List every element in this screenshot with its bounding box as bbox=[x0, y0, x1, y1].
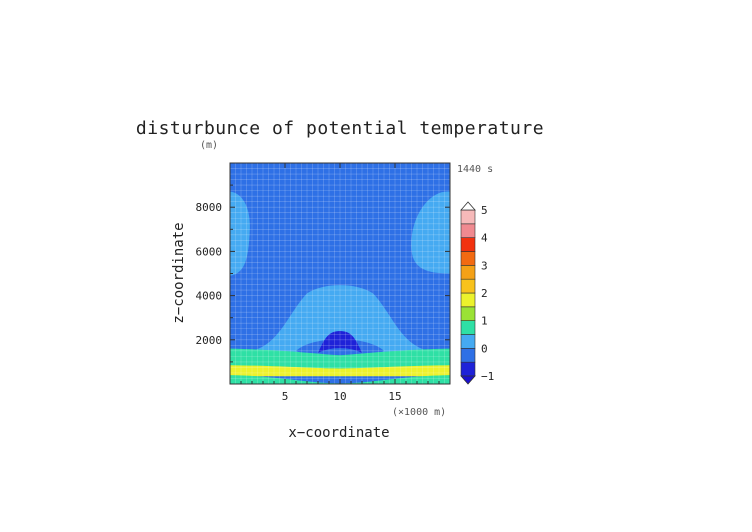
colorbar-swatch bbox=[460, 209, 476, 225]
x-axis-label: x−coordinate bbox=[288, 425, 389, 441]
x-axis-ticks: 5 10 15 bbox=[240, 163, 440, 403]
colorbar-swatch bbox=[460, 237, 476, 252]
colorbar-tick-label: 3 bbox=[481, 259, 488, 272]
chart-title: disturbunce of potential temperature bbox=[136, 118, 544, 139]
time-label: 1440 s bbox=[457, 164, 493, 175]
colorbar-over-triangle bbox=[460, 201, 476, 211]
colorbar-under-triangle bbox=[460, 375, 476, 385]
y-tick-label: 8000 bbox=[196, 201, 223, 214]
colorbar-tick-label: 4 bbox=[481, 232, 488, 245]
contour-fields bbox=[230, 163, 450, 384]
colorbar: −1 0 1 2 3 4 5 bbox=[460, 201, 494, 385]
field-cold-core bbox=[318, 330, 362, 354]
y-unit-label: (m) bbox=[200, 140, 218, 151]
field-upper-right-patch bbox=[411, 191, 450, 274]
grid-lines bbox=[230, 163, 450, 384]
colorbar-swatch bbox=[460, 320, 476, 335]
colorbar-swatch bbox=[460, 223, 476, 238]
colorbar-swatch bbox=[460, 251, 476, 266]
field-green-band bbox=[230, 348, 450, 369]
field-central-dome bbox=[252, 285, 428, 373]
field-yellow-band bbox=[230, 365, 450, 377]
y-axis-ticks: 2000 4000 6000 8000 bbox=[196, 184, 450, 363]
y-tick-label: 6000 bbox=[196, 245, 223, 258]
x-tick-label: 10 bbox=[333, 390, 346, 403]
colorbar-tick-label: 0 bbox=[481, 342, 488, 355]
colorbar-swatch bbox=[460, 361, 476, 377]
colorbar-swatch bbox=[460, 334, 476, 349]
colorbar-swatch bbox=[460, 348, 476, 363]
x-tick-label: 15 bbox=[388, 390, 401, 403]
colorbar-tick-label: 1 bbox=[481, 315, 488, 328]
x-tick-label: 5 bbox=[282, 390, 289, 403]
colorbar-swatch bbox=[460, 306, 476, 321]
field-upper-left-patch bbox=[230, 191, 250, 276]
plot-area: 5 10 15 2000 4000 6000 8000 bbox=[196, 162, 451, 403]
colorbar-tick-label: 5 bbox=[481, 204, 488, 217]
y-tick-label: 2000 bbox=[196, 334, 223, 347]
y-axis-label: z−coordinate bbox=[171, 222, 187, 323]
x-unit-label: (×1000 m) bbox=[392, 407, 446, 418]
colorbar-swatch bbox=[460, 278, 476, 294]
colorbar-tick-label: 2 bbox=[481, 287, 488, 300]
colorbar-tick-label: −1 bbox=[481, 370, 494, 383]
y-tick-label: 4000 bbox=[196, 290, 223, 303]
colorbar-swatch bbox=[460, 265, 476, 280]
colorbar-swatch bbox=[460, 292, 476, 308]
